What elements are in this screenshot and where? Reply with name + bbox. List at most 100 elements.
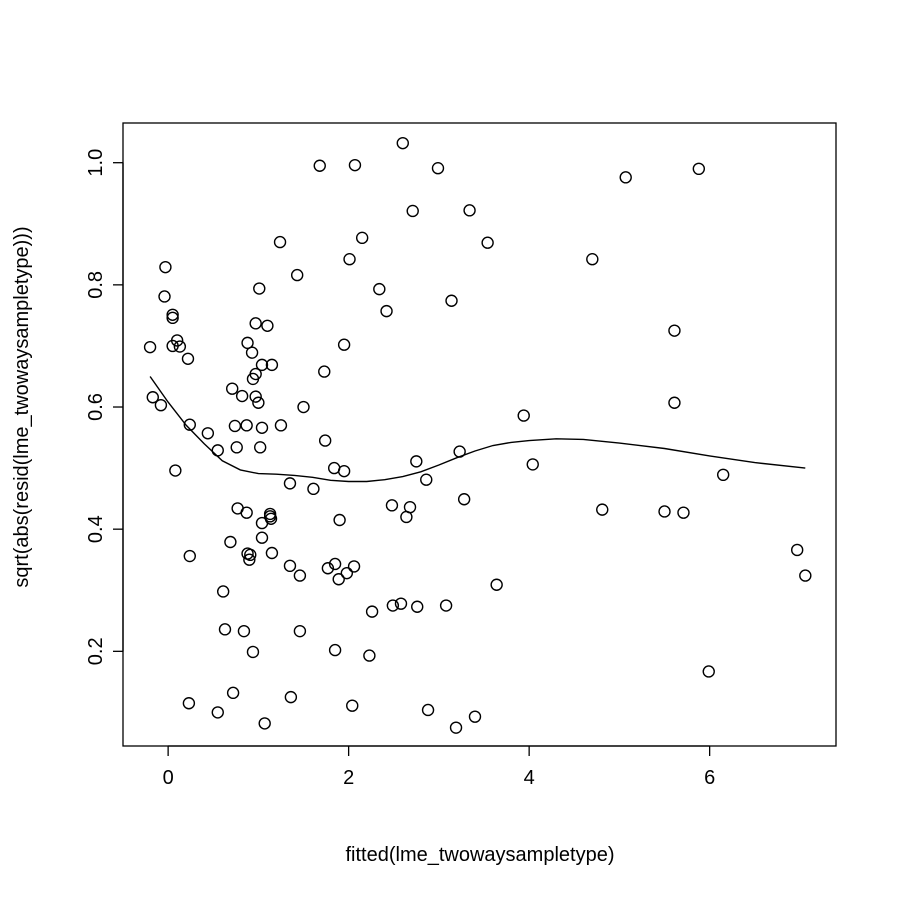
- x-tick-label: 0: [163, 767, 174, 789]
- data-point: [240, 506, 253, 519]
- data-point: [283, 559, 297, 573]
- data-point: [224, 535, 237, 549]
- data-point: [668, 396, 681, 409]
- data-point: [355, 231, 369, 245]
- x-tick-label: 6: [704, 767, 715, 789]
- data-point: [249, 367, 262, 381]
- data-point: [619, 171, 632, 184]
- data-point: [406, 204, 419, 218]
- data-point: [337, 338, 351, 351]
- data-point: [373, 282, 386, 296]
- y-tick-label: 0.2: [85, 637, 107, 665]
- data-point: [340, 566, 354, 580]
- data-point: [211, 706, 224, 719]
- data-point: [146, 391, 159, 404]
- data-point: [328, 557, 342, 571]
- y-tick-label: 0.6: [85, 393, 107, 421]
- data-point: [321, 562, 335, 575]
- data-point: [284, 690, 298, 704]
- data-point: [255, 531, 269, 544]
- data-point: [290, 268, 304, 282]
- data-point: [183, 549, 196, 563]
- data-point: [216, 585, 230, 598]
- data-point: [261, 319, 274, 332]
- data-point: [253, 441, 267, 454]
- data-point: [411, 600, 424, 613]
- data-point: [143, 340, 157, 354]
- x-axis-label: fitted(lme_twowaysampletype): [346, 844, 615, 866]
- data-point: [313, 159, 326, 172]
- y-tick-label: 1.0: [85, 149, 107, 177]
- data-point: [166, 311, 179, 325]
- data-point: [173, 340, 187, 353]
- data-point: [265, 546, 279, 560]
- data-point: [658, 505, 671, 518]
- data-point: [240, 419, 253, 432]
- data-points: [143, 136, 812, 734]
- data-point: [170, 334, 184, 347]
- data-point: [255, 421, 269, 434]
- data-point: [702, 665, 715, 678]
- data-point: [346, 699, 359, 712]
- data-point: [258, 717, 271, 730]
- data-point: [183, 418, 196, 431]
- data-point: [457, 493, 471, 506]
- data-point: [293, 569, 307, 582]
- data-point: [481, 236, 494, 249]
- data-point: [348, 158, 362, 172]
- data-point: [337, 464, 351, 478]
- data-point: [237, 624, 251, 638]
- data-point: [243, 553, 256, 566]
- data-point: [211, 444, 224, 457]
- data-point: [380, 304, 393, 318]
- data-point: [692, 162, 706, 176]
- data-point: [526, 458, 539, 471]
- data-point: [396, 136, 409, 150]
- data-point: [241, 336, 254, 350]
- data-point: [343, 253, 356, 266]
- data-point: [333, 513, 346, 527]
- data-point: [182, 697, 196, 710]
- data-point: [363, 649, 376, 662]
- data-point: [264, 512, 278, 525]
- data-point: [445, 294, 458, 307]
- data-point: [297, 400, 310, 414]
- data-point: [347, 560, 361, 573]
- data-point: [790, 543, 804, 557]
- data-point: [517, 409, 530, 422]
- data-point: [386, 599, 400, 612]
- data-point: [181, 352, 195, 365]
- data-point: [431, 161, 445, 175]
- data-point: [586, 253, 599, 266]
- data-point: [218, 623, 232, 636]
- data-point: [421, 703, 435, 717]
- data-point: [201, 427, 215, 440]
- data-point: [226, 382, 239, 395]
- data-point: [159, 260, 172, 274]
- data-point: [255, 358, 269, 372]
- data-point: [420, 473, 433, 486]
- data-point: [463, 204, 476, 217]
- x-axis: 0 2 4 6: [163, 745, 715, 789]
- x-tick-label: 2: [343, 767, 354, 789]
- data-point: [365, 605, 379, 618]
- data-point: [468, 710, 482, 723]
- y-tick-label: 0.8: [85, 271, 107, 299]
- data-point: [230, 441, 243, 454]
- data-point: [169, 464, 182, 477]
- data-point: [490, 578, 503, 591]
- data-point: [318, 434, 332, 447]
- x-tick-label: 4: [524, 767, 535, 789]
- y-tick-label: 0.4: [85, 515, 107, 543]
- data-point: [439, 599, 453, 612]
- data-point: [385, 499, 399, 512]
- data-point: [226, 686, 240, 700]
- data-point: [293, 624, 307, 638]
- data-point: [403, 500, 417, 514]
- data-point: [449, 721, 463, 734]
- data-point: [307, 482, 320, 496]
- data-point: [228, 419, 242, 433]
- data-point: [158, 290, 171, 303]
- data-point: [235, 389, 249, 403]
